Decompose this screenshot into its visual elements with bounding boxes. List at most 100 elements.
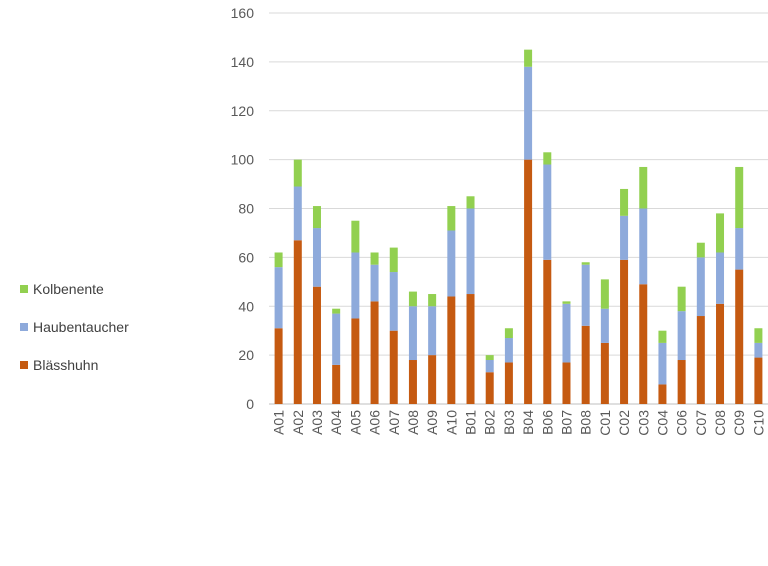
x-tick-label: C07 <box>693 410 709 436</box>
bar-segment <box>408 306 417 361</box>
legend-swatch <box>20 285 28 293</box>
x-tick-label: A01 <box>271 410 287 435</box>
legend-swatch <box>20 361 28 369</box>
x-tick-label: A08 <box>405 410 421 435</box>
bar-segment <box>735 269 744 404</box>
x-tick-label: B06 <box>539 410 555 435</box>
bar-segment <box>408 360 417 404</box>
bar-segment <box>370 301 379 404</box>
bar-segment <box>485 355 494 361</box>
bar-segment <box>696 316 705 404</box>
bar-segment <box>351 252 360 319</box>
bar-segment <box>389 272 398 331</box>
x-axis-ticks: A01 A02 A03 A04 A05 A06 A07 A08 A09 A10 B01 B02 B03 B… <box>271 410 767 436</box>
bar-segment <box>716 303 725 404</box>
x-tick-label: B07 <box>558 410 574 435</box>
bar-segment <box>485 360 494 373</box>
bar-segment <box>351 220 360 253</box>
bar-segment <box>600 279 609 309</box>
legend-label: Kolbenente <box>33 281 104 297</box>
legend-swatch <box>20 323 28 331</box>
bar-segment <box>312 206 321 229</box>
bar-segment <box>562 362 571 404</box>
bar-segment <box>754 357 763 404</box>
bar-segment <box>274 252 283 268</box>
bar-segment <box>524 66 533 160</box>
bar-segment <box>293 240 302 404</box>
x-tick-label: A02 <box>290 410 306 435</box>
x-tick-label: A09 <box>424 410 440 435</box>
bar-segment <box>293 159 302 187</box>
bar-segment <box>735 228 744 270</box>
bar-segment <box>504 362 513 404</box>
x-tick-label: C03 <box>635 410 651 436</box>
bar-segment <box>370 252 379 265</box>
bar-segment <box>274 267 283 329</box>
bar-segment <box>620 215 629 260</box>
bar-segment <box>428 294 437 307</box>
bar-segment <box>677 286 686 312</box>
bar-segment <box>312 228 321 287</box>
bar-segment <box>485 372 494 404</box>
x-tick-label: A03 <box>309 410 325 435</box>
x-tick-label: C06 <box>674 410 690 436</box>
bar-segment <box>466 208 475 295</box>
bar-segment <box>524 49 533 67</box>
x-tick-label: C09 <box>731 410 747 436</box>
x-tick-label: A05 <box>347 410 363 435</box>
bar-segment <box>274 328 283 404</box>
x-tick-label: B02 <box>482 410 498 435</box>
bar-area <box>274 49 763 404</box>
y-tick-label: 140 <box>231 54 255 70</box>
x-tick-label: A10 <box>443 410 459 435</box>
y-tick-label: 20 <box>238 347 254 363</box>
bar-segment <box>332 313 341 365</box>
bar-segment <box>677 360 686 404</box>
bar-segment <box>716 252 725 304</box>
bar-segment <box>581 262 590 265</box>
bar-segment <box>389 330 398 404</box>
y-tick-label: 160 <box>231 5 255 21</box>
bar-segment <box>447 296 456 404</box>
x-tick-label: A07 <box>386 410 402 435</box>
x-tick-label: C02 <box>616 410 632 436</box>
bar-segment <box>524 159 533 404</box>
x-tick-label: B03 <box>501 410 517 435</box>
bar-segment <box>639 166 648 209</box>
bar-segment <box>658 342 667 385</box>
gridlines <box>269 12 768 405</box>
y-tick-label: 80 <box>238 201 254 217</box>
x-tick-label: A04 <box>328 410 344 435</box>
bar-segment <box>428 355 437 404</box>
bar-segment <box>562 301 571 304</box>
x-tick-label: C10 <box>750 410 766 436</box>
bar-segment <box>696 242 705 258</box>
y-tick-label: 100 <box>231 152 255 168</box>
bar-segment <box>562 303 571 363</box>
y-tick-label: 0 <box>246 396 254 412</box>
bar-segment <box>332 308 341 314</box>
y-axis-ticks: 0 20 40 60 80 100 120 140 160 <box>231 5 255 412</box>
x-tick-label: A06 <box>367 410 383 435</box>
bar-segment <box>389 247 398 273</box>
bar-segment <box>658 330 667 343</box>
bar-segment <box>754 328 763 343</box>
bar-segment <box>716 213 725 253</box>
x-tick-label: B08 <box>578 410 594 435</box>
bar-segment <box>504 328 513 339</box>
bar-segment <box>620 259 629 404</box>
x-tick-label: C04 <box>654 410 670 436</box>
bar-segment <box>447 230 456 297</box>
x-tick-label: B04 <box>520 410 536 435</box>
x-tick-label: C08 <box>712 410 728 436</box>
bar-segment <box>293 186 302 241</box>
bar-segment <box>543 152 552 165</box>
bar-segment <box>620 188 629 216</box>
bar-segment <box>639 284 648 404</box>
bar-segment <box>351 318 360 404</box>
bar-segment <box>639 208 648 285</box>
x-tick-label: C01 <box>597 410 613 436</box>
bar-segment <box>504 338 513 363</box>
bar-segment <box>370 264 379 302</box>
